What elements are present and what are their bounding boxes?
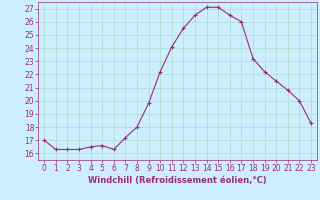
X-axis label: Windchill (Refroidissement éolien,°C): Windchill (Refroidissement éolien,°C) — [88, 176, 267, 185]
